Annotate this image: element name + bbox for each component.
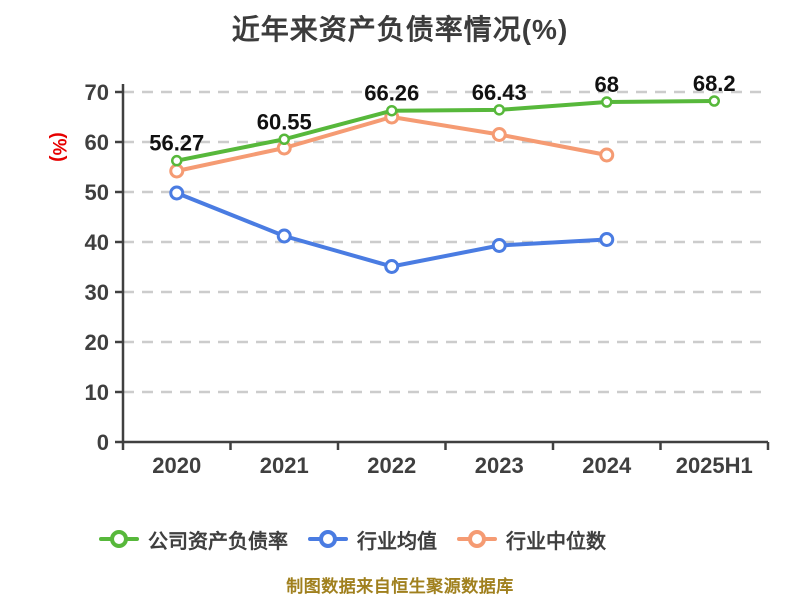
series-line-1 (174, 191, 609, 269)
industry-median-series-legend-icon (457, 530, 497, 548)
data-point (493, 104, 505, 116)
data-point (169, 163, 185, 179)
x-tick-label: 2023 (475, 453, 524, 478)
data-point (278, 133, 290, 145)
y-tick-label: 0 (97, 430, 109, 455)
legend-item-industry-average[interactable]: 行业均值 (308, 525, 437, 554)
data-label: 56.27 (149, 131, 204, 156)
data-label: 68 (595, 72, 619, 97)
data-point (386, 104, 398, 117)
data-point (169, 185, 185, 201)
x-tick-label: 2020 (152, 453, 201, 478)
data-label: 68.2 (693, 71, 736, 96)
y-tick-label: 20 (85, 330, 109, 355)
y-tick-label: 40 (85, 230, 109, 255)
x-tick-label: 2022 (367, 453, 416, 478)
legend-label-industry-median: 行业中位数 (506, 530, 606, 553)
footer-note: 制图数据来自恒生聚源数据库 (286, 577, 514, 596)
y-tick-label: 60 (85, 130, 109, 155)
series-line-2 (174, 115, 609, 173)
data-point (491, 127, 507, 142)
y-tick-label: 10 (85, 380, 109, 405)
x-tick-label: 2025H1 (676, 453, 753, 478)
chart-title: 近年来资产负债率情况(%) (231, 14, 569, 45)
y-tick-label: 30 (85, 280, 109, 305)
data-label: 60.55 (257, 109, 312, 134)
y-tick-label: 50 (85, 180, 109, 205)
legend-item-industry-median[interactable]: 行业中位数 (457, 525, 606, 554)
data-point (171, 154, 183, 167)
data-point (708, 95, 720, 107)
industry-average-series-legend-icon (308, 530, 348, 548)
x-tick-label: 2024 (582, 453, 632, 478)
company-series-legend-icon (99, 530, 139, 548)
legend-label-company: 公司资产负债率 (148, 530, 288, 553)
data-point (384, 259, 400, 274)
data-point (276, 228, 292, 244)
data-point (599, 232, 615, 247)
series-line-0 (174, 99, 717, 163)
data-label: 66.43 (472, 80, 527, 105)
y-tick-label: 70 (85, 80, 109, 105)
x-tick-label: 2021 (260, 453, 309, 478)
data-point (599, 147, 615, 163)
data-point (491, 238, 507, 253)
legend-item-company[interactable]: 公司资产负债率 (99, 525, 288, 554)
data-label: 66.26 (364, 81, 419, 106)
legend-label-industry-average: 行业均值 (357, 530, 437, 553)
legend: 公司资产负债率 行业均值 行业中位数 (0, 520, 800, 558)
data-point (601, 96, 613, 108)
